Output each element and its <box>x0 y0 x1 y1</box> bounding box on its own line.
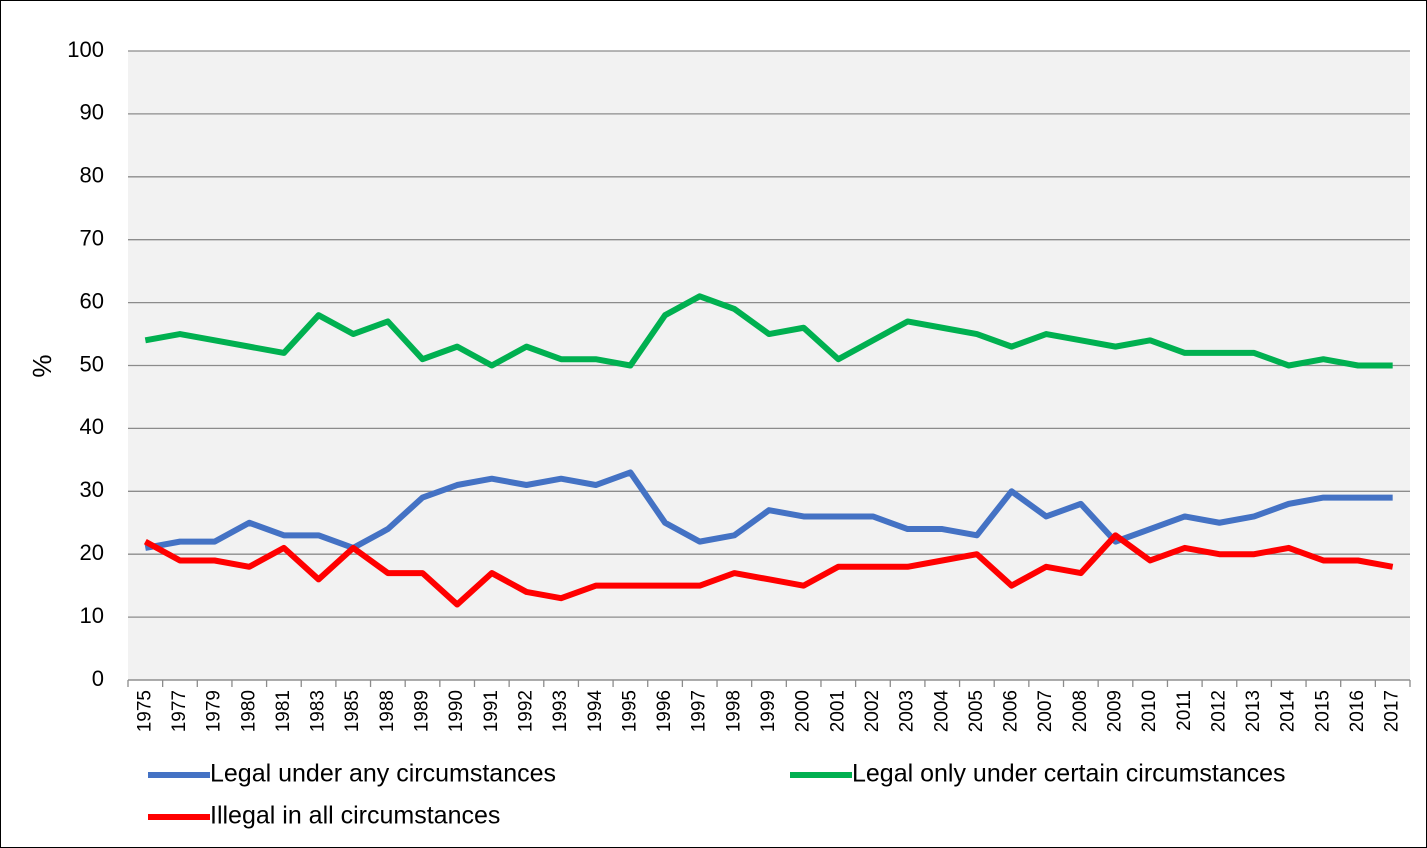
x-tick-label: 2017 <box>1382 690 1403 732</box>
x-tick-label: 1991 <box>481 690 502 732</box>
x-tick-label: 2011 <box>1174 690 1195 731</box>
x-tick-label: 1994 <box>585 690 606 733</box>
x-tick-label: 2005 <box>966 690 987 732</box>
x-tick-label: 1999 <box>758 690 779 732</box>
x-tick-label: 2013 <box>1243 690 1264 732</box>
x-tick-label: 2010 <box>1139 690 1160 732</box>
y-tick-label: 80 <box>80 163 104 188</box>
x-tick-label: 2016 <box>1347 690 1368 732</box>
legend-label: Legal under any circumstances <box>210 760 556 788</box>
y-tick-label: 90 <box>80 100 104 125</box>
x-tick-label: 1992 <box>515 690 536 732</box>
x-tick-label: 2015 <box>1312 690 1333 732</box>
x-tick-label: 2007 <box>1035 690 1056 732</box>
y-tick-label: 10 <box>80 603 104 628</box>
x-tick-label: 1977 <box>169 690 190 732</box>
series-line <box>143 532 1394 608</box>
x-tick-label: 2009 <box>1105 690 1126 732</box>
x-tick-label: 1980 <box>238 690 259 732</box>
x-tick-label: 1993 <box>550 690 571 732</box>
x-tick-label: 1990 <box>446 690 467 732</box>
y-tick-label: 60 <box>80 288 104 313</box>
x-tick-label: 1996 <box>654 690 675 732</box>
y-tick-label: 20 <box>80 540 104 565</box>
x-tick-label: 1975 <box>134 690 155 732</box>
legend-label: Legal only under certain circumstances <box>852 760 1286 788</box>
y-tick-label: 50 <box>80 351 104 376</box>
x-tick-label: 2006 <box>1001 690 1022 732</box>
x-tick-label: 2014 <box>1278 690 1299 733</box>
x-tick-label: 2008 <box>1070 690 1091 732</box>
y-tick-label: 40 <box>80 414 104 439</box>
x-tick-label: 1989 <box>412 690 433 732</box>
x-tick-label: 2003 <box>897 690 918 732</box>
x-tick-label: 2002 <box>862 690 883 732</box>
x-tick-label: 1998 <box>723 690 744 732</box>
x-tick-label: 1979 <box>204 690 225 732</box>
x-tick-label: 2004 <box>931 690 952 733</box>
x-tick-label: 1983 <box>308 690 329 732</box>
y-axis-label: % <box>27 354 57 377</box>
x-tick-label: 1997 <box>689 690 710 732</box>
y-tick-label: 70 <box>80 226 104 251</box>
x-tick-label: 2012 <box>1208 690 1229 732</box>
x-tick-label: 2000 <box>793 690 814 732</box>
legend-label: Illegal in all circumstances <box>210 802 500 830</box>
x-tick-label: 2001 <box>827 690 848 732</box>
x-tick-label: 1988 <box>377 690 398 732</box>
y-tick-label: 0 <box>92 666 104 691</box>
x-tick-label: 1981 <box>273 690 294 732</box>
x-tick-label: 1995 <box>619 690 640 732</box>
y-tick-label: 30 <box>80 477 104 502</box>
series-line <box>144 293 1393 369</box>
y-tick-label: 100 <box>67 37 104 62</box>
x-tick-label: 1985 <box>342 690 363 732</box>
